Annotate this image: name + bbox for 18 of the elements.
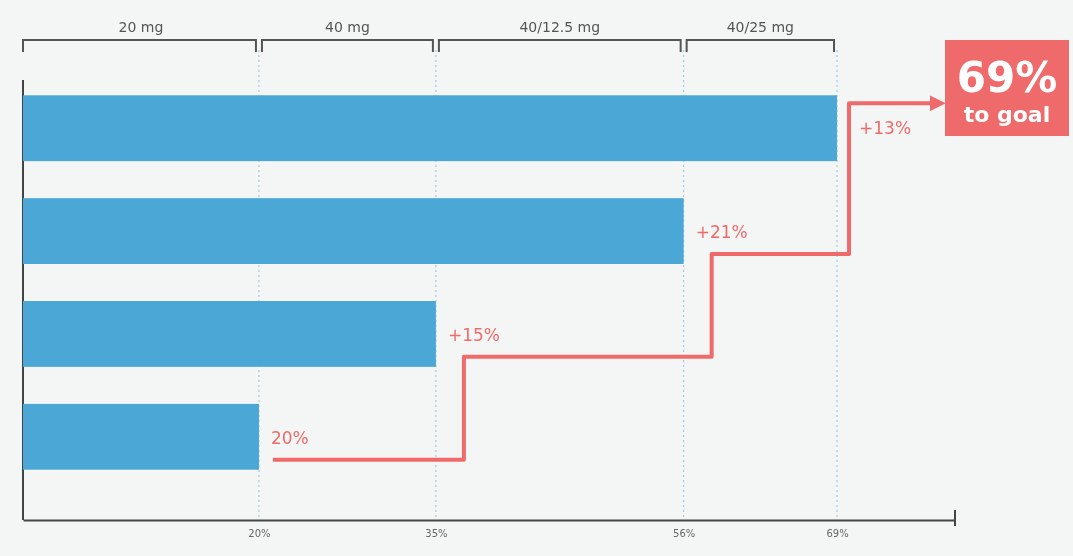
text: 40/12.5 mg [519, 19, 601, 35]
text: 40 mg [325, 19, 370, 35]
annotation: 20% [270, 427, 309, 448]
text: 40/25 mg [726, 19, 795, 35]
bar [23, 301, 436, 367]
bar [23, 403, 259, 470]
annotation: +15% [447, 324, 500, 345]
bar [23, 198, 684, 264]
x-tick-label: 69% [826, 528, 849, 540]
text: 69% [956, 53, 1058, 102]
text: to goal [963, 102, 1051, 127]
annotation: +21% [695, 221, 748, 242]
x-tick-label: 35% [425, 528, 448, 540]
bar [23, 95, 838, 162]
x-tick-label: 56% [673, 528, 696, 540]
text: 20 mg [118, 19, 164, 35]
annotation: +13% [859, 118, 912, 139]
x-tick-label: 20% [248, 528, 271, 540]
